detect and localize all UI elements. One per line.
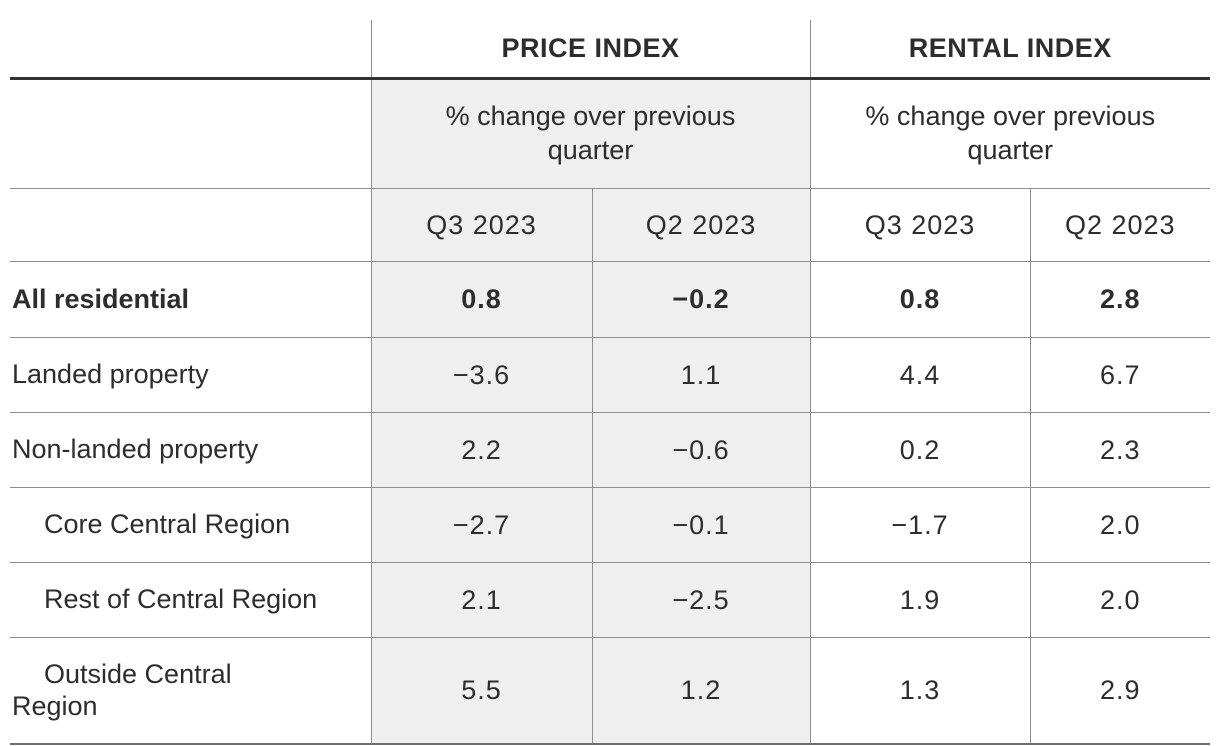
price-rental-index-table: PRICE INDEX RENTAL INDEX % change over p… — [10, 20, 1211, 745]
rental-subheader: % change over previous quarter — [809, 78, 1211, 189]
value-cell: 2.0 — [1029, 487, 1211, 563]
value-cell: −0.6 — [591, 412, 811, 488]
row-label: Rest of Central Region — [10, 562, 371, 638]
value-cell: −0.2 — [591, 261, 811, 338]
rental-q2-header: Q2 2023 — [1029, 188, 1211, 262]
value-cell: 6.7 — [1029, 337, 1211, 413]
value-cell: 4.4 — [809, 337, 1031, 413]
price-q2-header: Q2 2023 — [591, 188, 811, 262]
value-cell: 2.3 — [1029, 412, 1211, 488]
row-label: Landed property — [10, 337, 371, 413]
rental-index-header: RENTAL INDEX — [809, 20, 1211, 80]
table-row-core-central-region: Core Central Region −2.7 −0.1 −1.7 2.0 — [10, 487, 1211, 563]
value-cell: 1.3 — [809, 637, 1031, 745]
table-row-all-residential: All residential 0.8 −0.2 0.8 2.8 — [10, 261, 1211, 338]
value-cell: 2.0 — [1029, 562, 1211, 638]
rental-q3-header: Q3 2023 — [809, 188, 1031, 262]
value-cell: −2.5 — [591, 562, 811, 638]
value-cell: 5.5 — [370, 637, 592, 745]
corner-cell — [10, 20, 371, 80]
price-subheader-text: % change over previous quarter — [445, 101, 736, 165]
group-header-row: PRICE INDEX RENTAL INDEX — [10, 20, 1211, 80]
row-label: Outside Central Region — [10, 637, 371, 745]
row-label: All residential — [10, 261, 371, 338]
value-cell: −3.6 — [370, 337, 592, 413]
row-label: Non-landed property — [10, 412, 371, 488]
value-cell: −0.1 — [591, 487, 811, 563]
empty-cell — [10, 78, 371, 189]
value-cell: 2.8 — [1029, 261, 1211, 338]
value-cell: 1.2 — [591, 637, 811, 745]
value-cell: 0.8 — [809, 261, 1031, 338]
price-index-header: PRICE INDEX — [370, 20, 811, 80]
table-row-landed-property: Landed property −3.6 1.1 4.4 6.7 — [10, 337, 1211, 413]
price-q3-header: Q3 2023 — [370, 188, 592, 262]
table-row-outside-central-region: Outside Central Region 5.5 1.2 1.3 2.9 — [10, 637, 1211, 745]
value-cell: −1.7 — [809, 487, 1031, 563]
empty-cell — [10, 188, 371, 262]
value-cell: −2.7 — [370, 487, 592, 563]
value-cell: 2.1 — [370, 562, 592, 638]
row-label: Core Central Region — [10, 487, 371, 563]
value-cell: 0.2 — [809, 412, 1031, 488]
table-row-non-landed-property: Non-landed property 2.2 −0.6 0.2 2.3 — [10, 412, 1211, 488]
rental-subheader-text: % change over previous quarter — [865, 101, 1156, 165]
table-row-rest-of-central-region: Rest of Central Region 2.1 −2.5 1.9 2.0 — [10, 562, 1211, 638]
price-subheader: % change over previous quarter — [370, 78, 811, 189]
subheader-row: % change over previous quarter % change … — [10, 78, 1211, 189]
quarter-header-row: Q3 2023 Q2 2023 Q3 2023 Q2 2023 — [10, 188, 1211, 262]
value-cell: 1.1 — [591, 337, 811, 413]
value-cell: 2.2 — [370, 412, 592, 488]
value-cell: 1.9 — [809, 562, 1031, 638]
value-cell: 2.9 — [1029, 637, 1211, 745]
value-cell: 0.8 — [370, 261, 592, 338]
